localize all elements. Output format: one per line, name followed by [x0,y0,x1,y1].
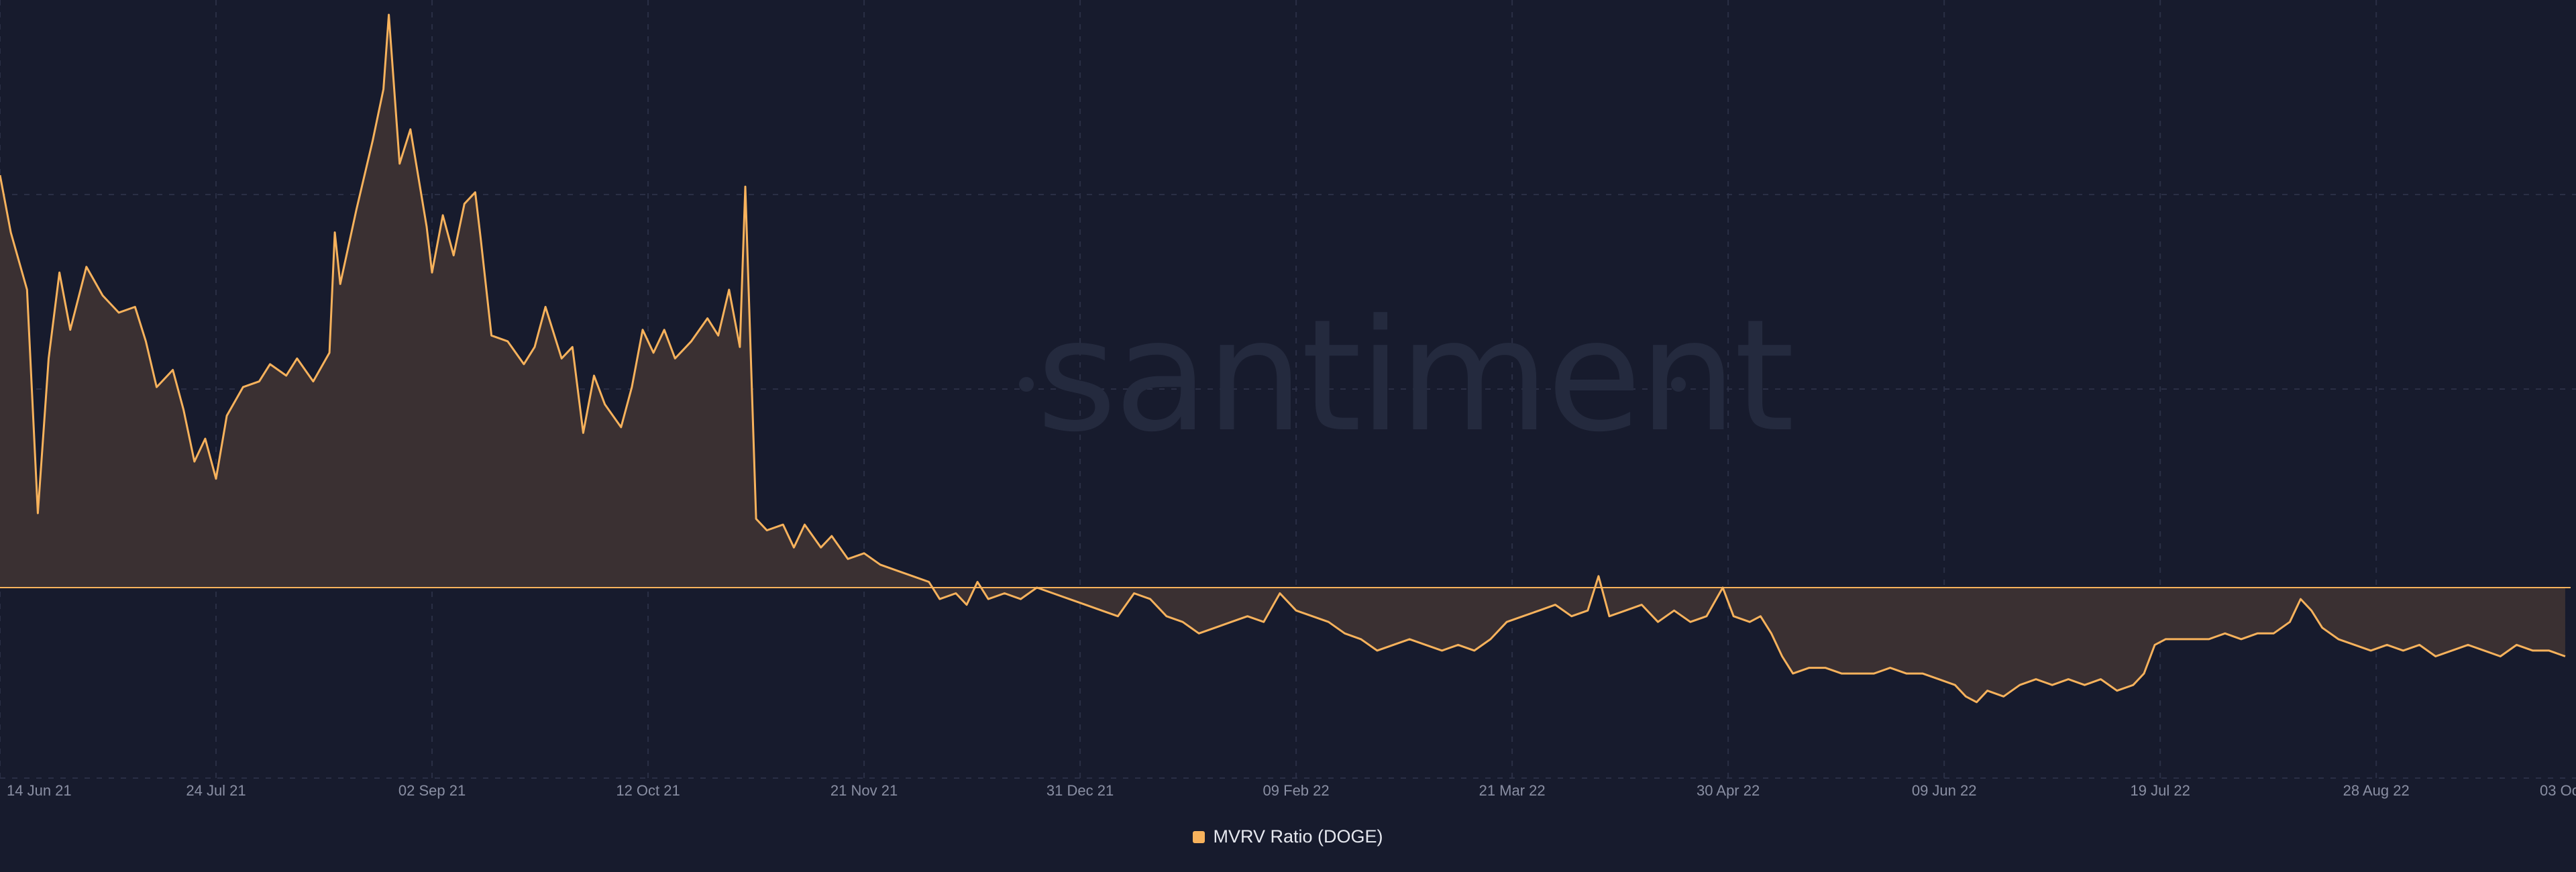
series-area-fill [0,15,2565,702]
legend: MVRV Ratio (DOGE) [0,826,2576,847]
legend-swatch[interactable] [1193,830,1205,843]
x-tick-label: 02 Sep 21 [398,782,466,799]
x-tick-label: 14 Jun 21 [7,782,72,799]
x-tick-label: 31 Dec 21 [1046,782,1114,799]
x-tick-label: 09 Feb 22 [1263,782,1330,799]
x-tick-label: 30 Apr 22 [1697,782,1760,799]
x-tick-label: 24 Jul 21 [186,782,246,799]
x-tick-label: 21 Mar 22 [1479,782,1546,799]
x-tick-label: 12 Oct 21 [616,782,680,799]
x-axis: 14 Jun 21 24 Jul 21 02 Sep 21 12 Oct 21 21 N… [7,782,2576,799]
x-tick-label: 21 Nov 21 [830,782,898,799]
legend-label[interactable]: MVRV Ratio (DOGE) [1213,826,1383,847]
series-line-group [0,13,2566,704]
x-tick-label: 28 Aug 22 [2343,782,2410,799]
x-tick-label: 03 Oct 22 [2540,782,2576,799]
series-line-mvrv-doge[interactable] [0,13,2566,704]
watermark-text: santiment [1036,287,1792,466]
watermark: santiment [1019,287,1794,466]
x-tick-label: 19 Jul 22 [2131,782,2190,799]
series-area [0,15,2565,702]
x-tick-label: 09 Jun 22 [1912,782,1977,799]
watermark-dot-left [1019,377,1034,392]
watermark-dot-right [1671,377,1686,392]
